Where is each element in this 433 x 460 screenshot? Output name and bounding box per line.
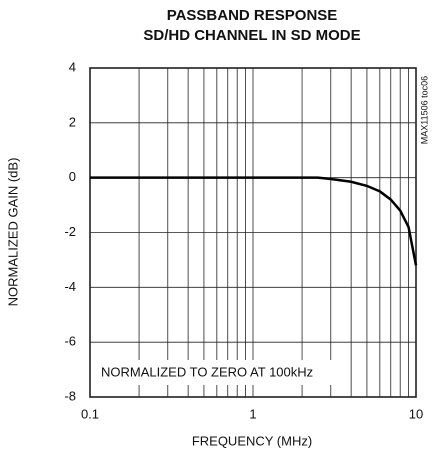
y-tick-label: -6 <box>64 334 76 349</box>
y-tick-label: -8 <box>64 388 76 403</box>
y-tick-label: 0 <box>69 169 76 184</box>
x-tick-label: 10 <box>409 406 423 421</box>
y-tick-label: 2 <box>69 114 76 129</box>
y-tick-label: 4 <box>69 59 76 74</box>
y-tick-label: -2 <box>64 224 76 239</box>
side-note: MAX11506 toc06 <box>419 76 429 144</box>
y-tick-label: -4 <box>64 279 76 294</box>
x-axis-label: FREQUENCY (MHz) <box>192 433 312 448</box>
x-tick-label: 1 <box>249 406 256 421</box>
data-line <box>90 176 418 266</box>
annotation-box <box>97 360 345 385</box>
chart-title: PASSBAND RESPONSE <box>167 7 338 24</box>
y-axis-label: NORMALIZED GAIN (dB) <box>5 158 20 307</box>
annotation: NORMALIZED TO ZERO AT 100kHz <box>101 364 313 379</box>
chart-subtitle: SD/HD CHANNEL IN SD MODE <box>143 27 360 44</box>
x-tick-label: 0.1 <box>81 406 99 421</box>
